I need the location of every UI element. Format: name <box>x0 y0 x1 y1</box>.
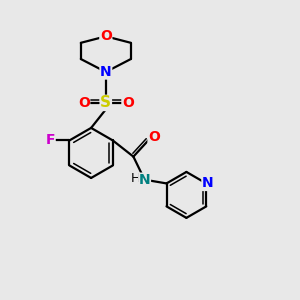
Text: H: H <box>131 172 140 185</box>
Text: N: N <box>139 173 150 187</box>
Text: S: S <box>100 95 111 110</box>
Text: F: F <box>46 134 55 147</box>
Text: O: O <box>100 29 112 43</box>
Text: O: O <box>148 130 160 145</box>
Text: N: N <box>100 65 112 79</box>
Text: O: O <box>78 96 90 110</box>
Text: N: N <box>202 176 214 190</box>
Text: O: O <box>122 96 134 110</box>
